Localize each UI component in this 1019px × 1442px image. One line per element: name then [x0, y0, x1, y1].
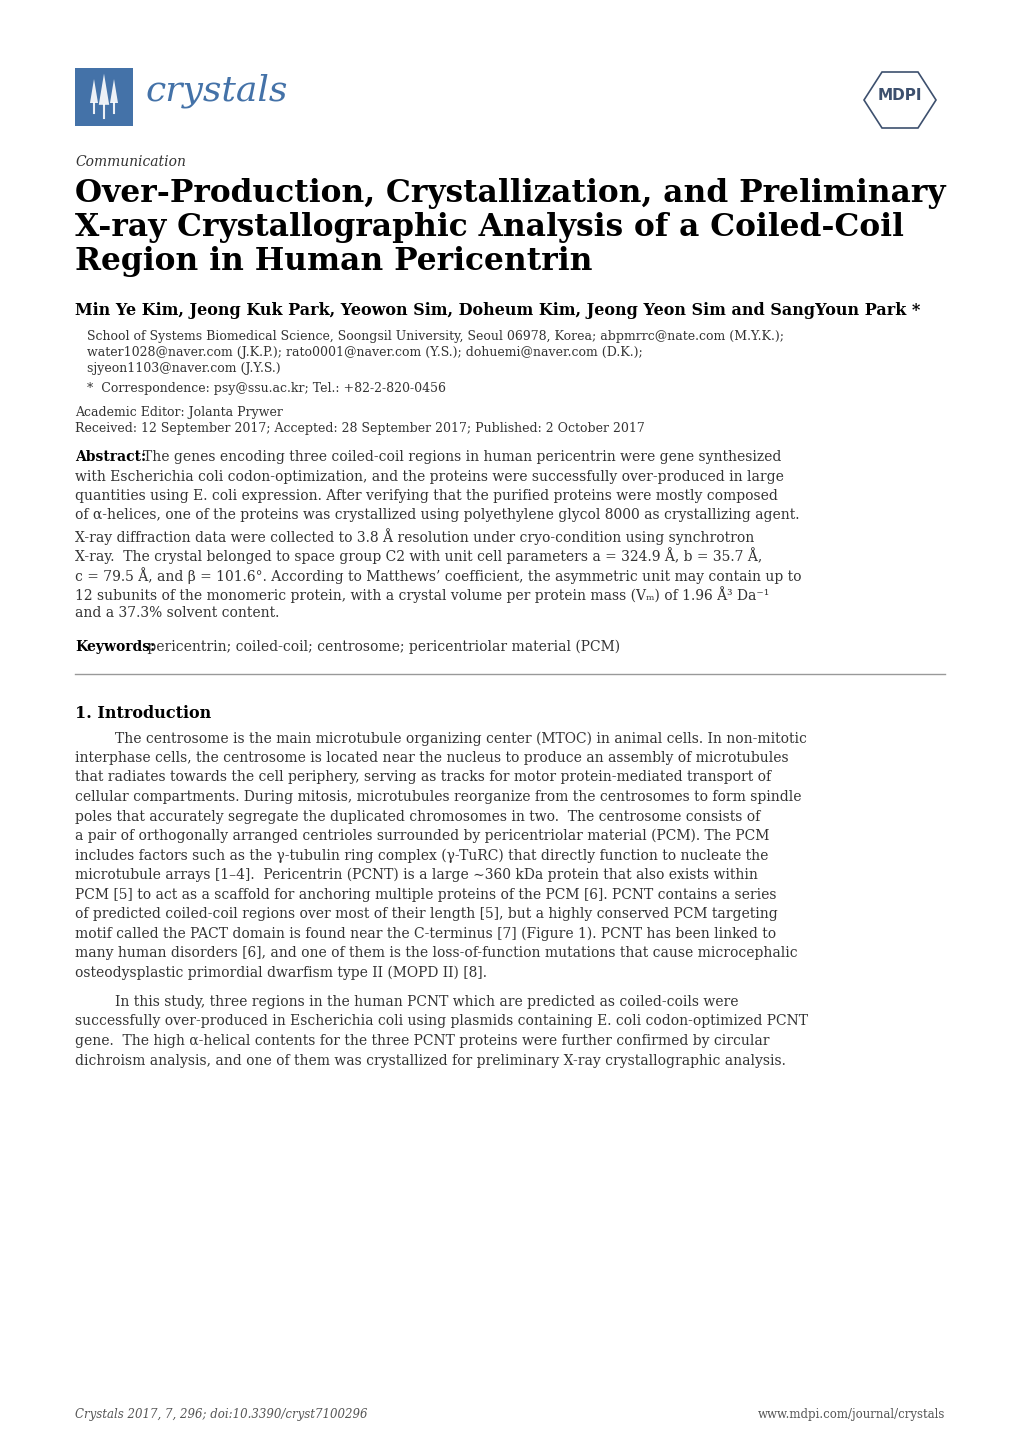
Text: X-ray.  The crystal belonged to space group C2 with unit cell parameters a = 324: X-ray. The crystal belonged to space gro… [75, 548, 761, 564]
Text: water1028@naver.com (J.K.P.); rato0001@naver.com (Y.S.); dohuemi@naver.com (D.K.: water1028@naver.com (J.K.P.); rato0001@n… [87, 346, 642, 359]
FancyBboxPatch shape [75, 68, 132, 125]
Text: Over-Production, Crystallization, and Preliminary: Over-Production, Crystallization, and Pr… [75, 177, 945, 209]
Text: Communication: Communication [75, 154, 185, 169]
Text: www.mdpi.com/journal/crystals: www.mdpi.com/journal/crystals [757, 1407, 944, 1420]
Polygon shape [99, 74, 109, 105]
Text: Abstract:: Abstract: [75, 450, 146, 464]
Text: poles that accurately segregate the duplicated chromosomes in two.  The centroso: poles that accurately segregate the dupl… [75, 809, 759, 823]
Text: and a 37.3% solvent content.: and a 37.3% solvent content. [75, 606, 279, 620]
Text: quantities using E. coli expression. After verifying that the purified proteins : quantities using E. coli expression. Aft… [75, 489, 777, 503]
Text: School of Systems Biomedical Science, Soongsil University, Seoul 06978, Korea; a: School of Systems Biomedical Science, So… [87, 330, 784, 343]
Text: Academic Editor: Jolanta Prywer: Academic Editor: Jolanta Prywer [75, 407, 282, 420]
Text: microtubule arrays [1–4].  Pericentrin (PCNT) is a large ∼360 kDa protein that a: microtubule arrays [1–4]. Pericentrin (P… [75, 868, 757, 883]
Text: includes factors such as the γ-tubulin ring complex (γ-TuRC) that directly funct: includes factors such as the γ-tubulin r… [75, 848, 767, 862]
Text: sjyeon1103@naver.com (J.Y.S.): sjyeon1103@naver.com (J.Y.S.) [87, 362, 280, 375]
Text: In this study, three regions in the human PCNT which are predicted as coiled-coi: In this study, three regions in the huma… [115, 995, 738, 1009]
Text: gene.  The high α-helical contents for the three PCNT proteins were further conf: gene. The high α-helical contents for th… [75, 1034, 768, 1048]
Text: The genes encoding three coiled-coil regions in human pericentrin were gene synt: The genes encoding three coiled-coil reg… [143, 450, 781, 464]
Text: dichroism analysis, and one of them was crystallized for preliminary X-ray cryst: dichroism analysis, and one of them was … [75, 1054, 785, 1067]
Text: pericentrin; coiled-coil; centrosome; pericentriolar material (PCM): pericentrin; coiled-coil; centrosome; pe… [143, 639, 620, 653]
Text: c = 79.5 Å, and β = 101.6°. According to Matthews’ coefficient, the asymmetric u: c = 79.5 Å, and β = 101.6°. According to… [75, 567, 801, 584]
Text: 1. Introduction: 1. Introduction [75, 705, 211, 722]
Text: Region in Human Pericentrin: Region in Human Pericentrin [75, 247, 592, 277]
Text: crystals: crystals [145, 74, 287, 108]
Polygon shape [110, 79, 118, 102]
Text: of α-helices, one of the proteins was crystallized using polyethylene glycol 800: of α-helices, one of the proteins was cr… [75, 509, 799, 522]
Text: that radiates towards the cell periphery, serving as tracks for motor protein-me: that radiates towards the cell periphery… [75, 770, 770, 784]
Text: The centrosome is the main microtubule organizing center (MTOC) in animal cells.: The centrosome is the main microtubule o… [115, 731, 806, 746]
Text: Keywords:: Keywords: [75, 639, 155, 653]
Polygon shape [90, 79, 98, 102]
Text: interphase cells, the centrosome is located near the nucleus to produce an assem: interphase cells, the centrosome is loca… [75, 751, 788, 766]
Text: osteodysplastic primordial dwarfism type II (MOPD II) [8].: osteodysplastic primordial dwarfism type… [75, 966, 486, 981]
Text: PCM [5] to act as a scaffold for anchoring multiple proteins of the PCM [6]. PCN: PCM [5] to act as a scaffold for anchori… [75, 887, 775, 901]
Text: Min Ye Kim, Jeong Kuk Park, Yeowon Sim, Doheum Kim, Jeong Yeon Sim and SangYoun : Min Ye Kim, Jeong Kuk Park, Yeowon Sim, … [75, 301, 919, 319]
Text: a pair of orthogonally arranged centrioles surrounded by pericentriolar material: a pair of orthogonally arranged centriol… [75, 829, 768, 844]
Text: *  Correspondence: psy@ssu.ac.kr; Tel.: +82-2-820-0456: * Correspondence: psy@ssu.ac.kr; Tel.: +… [87, 382, 445, 395]
Text: of predicted coiled-coil regions over most of their length [5], but a highly con: of predicted coiled-coil regions over mo… [75, 907, 777, 921]
Text: Crystals 2017, 7, 296; doi:10.3390/cryst7100296: Crystals 2017, 7, 296; doi:10.3390/cryst… [75, 1407, 367, 1420]
Text: successfully over-produced in Escherichia coli using plasmids containing E. coli: successfully over-produced in Escherichi… [75, 1015, 807, 1028]
Text: MDPI: MDPI [877, 88, 921, 104]
Text: X-ray Crystallographic Analysis of a Coiled-Coil: X-ray Crystallographic Analysis of a Coi… [75, 212, 903, 244]
Text: with Escherichia coli codon-optimization, and the proteins were successfully ove: with Escherichia coli codon-optimization… [75, 470, 784, 483]
Text: 12 subunits of the monomeric protein, with a crystal volume per protein mass (Vₘ: 12 subunits of the monomeric protein, wi… [75, 587, 768, 603]
Text: cellular compartments. During mitosis, microtubules reorganize from the centroso: cellular compartments. During mitosis, m… [75, 790, 801, 805]
Text: X-ray diffraction data were collected to 3.8 Å resolution under cryo-condition u: X-ray diffraction data were collected to… [75, 528, 753, 545]
Text: motif called the PACT domain is found near the C-terminus [7] (Figure 1). PCNT h: motif called the PACT domain is found ne… [75, 927, 775, 940]
Text: Received: 12 September 2017; Accepted: 28 September 2017; Published: 2 October 2: Received: 12 September 2017; Accepted: 2… [75, 423, 644, 435]
Text: many human disorders [6], and one of them is the loss-of-function mutations that: many human disorders [6], and one of the… [75, 946, 797, 960]
